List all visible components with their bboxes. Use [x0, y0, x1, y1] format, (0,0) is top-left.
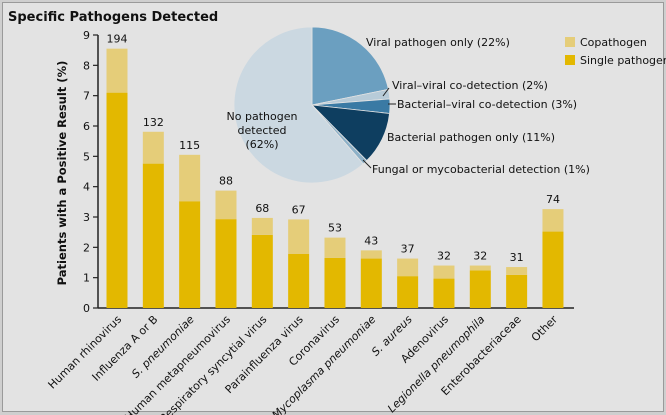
bar-count-label: 68 — [255, 202, 269, 215]
pie-label: Viral–viral co-detection (2%) — [392, 79, 548, 92]
legend-label: Single pathogen — [580, 54, 666, 67]
y-tick-label: 7 — [83, 90, 90, 103]
bar-copathogen — [179, 154, 201, 202]
pie-slice — [233, 26, 364, 184]
y-tick-label: 1 — [83, 272, 90, 285]
bar-count-label: 31 — [510, 251, 524, 264]
y-axis-label: Patients with a Positive Result (%) — [55, 61, 69, 286]
bar-count-label: 74 — [546, 193, 560, 206]
y-tick-label: 0 — [83, 302, 90, 315]
bar-count-label: 32 — [437, 250, 451, 263]
bar-single-pathogen — [179, 201, 201, 308]
bar-copathogen — [106, 48, 128, 93]
bar-single-pathogen — [469, 270, 491, 308]
bar-count-label: 53 — [328, 222, 342, 235]
bar-copathogen — [142, 131, 164, 164]
bar-count-label: 43 — [364, 234, 378, 247]
bar-copathogen — [542, 209, 564, 232]
bar-count-label: 132 — [143, 116, 164, 129]
bar-count-label: 32 — [473, 250, 487, 263]
bar-count-label: 194 — [107, 33, 128, 46]
pie-label: Bacterial–viral co-detection (3%) — [397, 98, 577, 111]
bar-single-pathogen — [288, 254, 310, 308]
x-tick-label: Influenza A or B — [90, 313, 161, 384]
bar-count-label: 115 — [179, 139, 200, 152]
x-tick-label: S. pneumoniae — [129, 313, 197, 381]
bar-copathogen — [433, 265, 455, 279]
y-tick-label: 6 — [83, 120, 90, 133]
legend-label: Copathogen — [580, 36, 647, 49]
y-tick-label: 3 — [83, 211, 90, 224]
pie-label: Viral pathogen only (22%) — [366, 36, 510, 49]
pie-label-no-pathogen: (62%) — [245, 138, 278, 151]
bar-single-pathogen — [251, 234, 273, 308]
chart-title: Specific Pathogens Detected — [8, 10, 218, 25]
bar-single-pathogen — [397, 276, 419, 308]
y-tick-label: 4 — [83, 181, 90, 194]
bar-copathogen — [288, 219, 310, 255]
bar-copathogen — [251, 217, 273, 235]
legend-swatch — [565, 37, 575, 47]
pie-leader-line — [382, 87, 390, 97]
pie-label: Fungal or mycobacterial detection (1%) — [372, 163, 590, 176]
legend-swatch — [565, 55, 575, 65]
y-tick-label: 8 — [83, 59, 90, 72]
bar-single-pathogen — [324, 257, 346, 308]
bar-count-label: 88 — [219, 175, 233, 188]
bar-copathogen — [215, 190, 237, 220]
bar-single-pathogen — [433, 278, 455, 308]
y-tick-label: 5 — [83, 150, 90, 163]
pie-label: Bacterial pathogen only (11%) — [387, 131, 555, 144]
bar-single-pathogen — [360, 258, 382, 308]
pie-leader-line — [362, 159, 372, 169]
bar-copathogen — [469, 265, 491, 271]
pie-label-no-pathogen: detected — [238, 124, 287, 137]
y-tick-label: 2 — [83, 241, 90, 254]
bar-count-label: 37 — [401, 243, 415, 256]
bar-count-label: 67 — [292, 203, 306, 216]
bar-copathogen — [360, 250, 382, 259]
bar-single-pathogen — [506, 274, 528, 308]
bar-single-pathogen — [542, 231, 564, 308]
bar-single-pathogen — [215, 219, 237, 308]
y-tick-label: 9 — [83, 29, 90, 42]
bar-single-pathogen — [142, 163, 164, 308]
bar-single-pathogen — [106, 92, 128, 308]
bar-copathogen — [324, 237, 346, 258]
bar-copathogen — [506, 267, 528, 275]
pie-label-no-pathogen: No pathogen — [227, 110, 298, 123]
pie-slice — [311, 26, 389, 106]
bar-copathogen — [397, 258, 419, 277]
x-tick-label: Other — [529, 313, 561, 345]
